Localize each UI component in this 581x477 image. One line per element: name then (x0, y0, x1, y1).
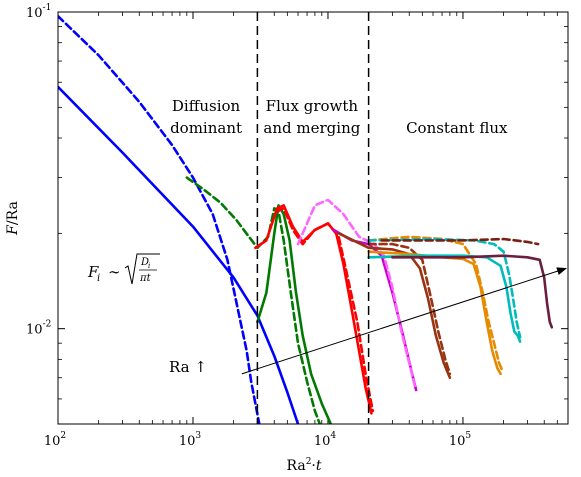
x-tick-label: 102 (44, 431, 66, 449)
formula-numerator: D (140, 257, 149, 268)
y-tick-label: 10-1 (26, 3, 51, 21)
x-tick-labels: 102 103 104 105 (44, 431, 472, 449)
ra-increase-arrow (241, 267, 567, 375)
series-line-6 (275, 207, 375, 413)
series-layer (58, 14, 554, 424)
region-label: Flux growth (266, 97, 359, 115)
region-label: Constant flux (406, 119, 508, 137)
series-line-16 (380, 237, 540, 246)
minor-ticks (58, 12, 569, 425)
series-line-2 (58, 14, 261, 424)
ra-arrow-label: Ra ↑ (169, 358, 207, 376)
formula-sub: i (97, 273, 100, 284)
region-label: Diffusion (172, 97, 241, 115)
svg-text:F/Ra: F/Ra (5, 201, 21, 236)
y-tick-labels: 10-2 10-1 (26, 3, 51, 338)
x-tick-label: 103 (179, 431, 202, 449)
series-line-15 (391, 254, 554, 329)
formula-tilde: ∼ (108, 263, 121, 281)
y-axis-label: F/Ra (5, 201, 21, 236)
formula-denominator: πt (139, 273, 152, 284)
ra-arrow (241, 267, 567, 375)
x-axis-label: Ra2·t (286, 457, 321, 474)
formula-annotation: F i ∼ D i πt (87, 253, 160, 285)
region-boundaries (256, 12, 370, 424)
sqrt-sign (124, 253, 160, 285)
plot-area (58, 12, 568, 424)
region-label: dominant (170, 119, 242, 137)
series-line-14 (367, 237, 522, 339)
series-line-3 (256, 204, 333, 424)
region-label: and merging (263, 119, 360, 137)
svg-text:Ra2·t: Ra2·t (286, 457, 321, 474)
series-line-1 (58, 85, 300, 424)
formula-numerator-sub: i (148, 262, 150, 270)
formula-lhs: F (87, 263, 99, 281)
region-labels: Diffusion dominant Flux growth and merging C… (170, 97, 508, 137)
series-line-4 (185, 176, 322, 424)
x-tick-label: 105 (449, 431, 472, 449)
x-tick-label: 104 (314, 431, 337, 449)
series-line-10 (367, 242, 452, 376)
series-line-13 (367, 254, 522, 343)
y-tick-label: 10-2 (26, 320, 51, 338)
series-line-9 (337, 232, 452, 379)
plot-frame (57, 11, 569, 425)
